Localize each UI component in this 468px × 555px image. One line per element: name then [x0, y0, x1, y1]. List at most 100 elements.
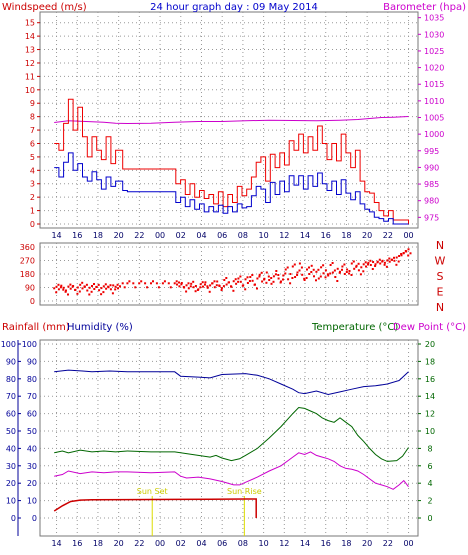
direction-point: [395, 256, 398, 259]
direction-point: [78, 290, 81, 293]
direction-point: [274, 273, 277, 276]
direction-point: [359, 273, 362, 276]
direction-point: [327, 274, 330, 277]
barometer-line: [54, 116, 409, 125]
wind-left-tick-label: 15: [25, 19, 35, 28]
direction-point: [60, 284, 63, 287]
direction-point: [117, 287, 119, 290]
direction-point: [362, 263, 365, 266]
direction-point: [308, 273, 311, 275]
wind-left-tick-label: 11: [25, 72, 35, 81]
direction-point: [374, 263, 377, 266]
wind-left-tick-label: 13: [25, 46, 35, 55]
direction-point: [350, 274, 353, 276]
dewpoint-line: [54, 451, 409, 490]
direction-point: [367, 263, 369, 266]
direction-left-axis: 0 90 180 270 360: [20, 243, 35, 306]
direction-point: [258, 273, 261, 276]
direction-point: [289, 273, 292, 275]
direction-point: [116, 283, 119, 286]
wind-left-tick-label: 12: [25, 59, 35, 68]
temperature-tick-label: 4: [427, 479, 432, 488]
direction-point: [324, 276, 327, 279]
direction-point: [400, 253, 403, 255]
direction-point: [81, 287, 84, 290]
direction-point: [86, 289, 89, 292]
baro-right-tick-label: 980: [424, 197, 439, 206]
baro-right-tick-label: 1005: [424, 114, 444, 123]
windspeed-label: Windspeed (m/s): [2, 2, 87, 13]
direction-point: [62, 288, 65, 291]
climate-x-tick-label: 12: [279, 539, 289, 548]
direction-point: [341, 268, 343, 271]
wind-left-tick-label: 4: [30, 166, 35, 175]
direction-point: [235, 282, 238, 285]
rainfall-tick-label: 100: [1, 340, 16, 349]
direction-point: [256, 277, 259, 280]
direction-point: [317, 277, 320, 280]
direction-point: [98, 289, 101, 292]
direction-point: [357, 269, 360, 272]
direction-point: [208, 290, 211, 293]
direction-point: [329, 272, 332, 275]
direction-point: [232, 289, 235, 292]
direction-point: [123, 286, 126, 289]
direction-point: [178, 285, 181, 288]
temperature-tick-label: 6: [427, 462, 432, 471]
direction-point: [194, 285, 197, 287]
direction-point: [201, 281, 204, 284]
direction-point: [348, 272, 351, 275]
direction-point: [256, 287, 258, 290]
direction-point: [333, 269, 336, 272]
direction-point: [112, 284, 115, 287]
direction-point: [232, 280, 235, 283]
direction-point: [393, 256, 395, 259]
direction-point: [319, 275, 322, 278]
direction-point: [206, 285, 209, 288]
temperature-tick-label: 8: [427, 444, 432, 453]
direction-point: [180, 283, 183, 286]
direction-point: [369, 259, 372, 262]
direction-point: [180, 282, 183, 284]
direction-point: [343, 273, 346, 275]
climate-x-tick-label: 10: [259, 539, 269, 548]
direction-point: [102, 285, 105, 288]
direction-point: [272, 275, 275, 278]
direction-point: [379, 262, 382, 265]
direction-point: [348, 270, 351, 272]
direction-point: [251, 279, 254, 282]
direction-point: [91, 285, 93, 287]
wind-left-tick-label: 7: [30, 126, 35, 135]
wind-left-tick-label: 1: [30, 207, 35, 216]
direction-point: [223, 279, 226, 281]
direction-point: [100, 293, 103, 296]
climate-plot-frame: [39, 339, 419, 537]
direction-point: [294, 276, 297, 278]
direction-point: [346, 268, 349, 271]
direction-point: [367, 261, 370, 264]
wind-x-tick-label: 02: [176, 231, 186, 240]
direction-tick-label: 180: [20, 270, 35, 279]
direction-point: [331, 271, 334, 274]
direction-point: [204, 283, 206, 286]
direction-point: [291, 265, 294, 268]
direction-point: [322, 264, 325, 267]
direction-point: [320, 266, 323, 269]
direction-point: [280, 280, 282, 283]
wind-x-tick-label: 18: [93, 231, 103, 240]
humidity-tick-label: 50: [27, 427, 37, 436]
direction-point: [270, 277, 273, 279]
wind-x-tick-label: 08: [238, 231, 248, 240]
climate-x-tick-label: 14: [300, 539, 310, 548]
baro-right-tick-label: 995: [424, 147, 439, 156]
baro-right-tick-label: 1010: [424, 97, 444, 106]
windspeed-average-line: [54, 152, 409, 225]
rainfall-line: [53, 498, 257, 518]
baro-right-tick-label: 1015: [424, 80, 444, 89]
direction-point: [298, 262, 301, 265]
wind-x-tick-label: 12: [279, 231, 289, 240]
